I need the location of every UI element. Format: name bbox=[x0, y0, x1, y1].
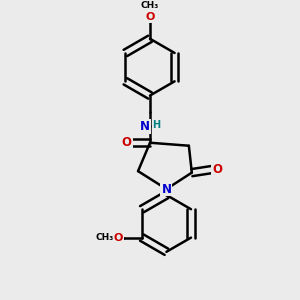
Text: N: N bbox=[161, 183, 171, 196]
Text: O: O bbox=[212, 163, 222, 176]
Text: H: H bbox=[152, 120, 160, 130]
Text: O: O bbox=[145, 12, 155, 22]
Text: N: N bbox=[140, 120, 150, 133]
Text: CH₃: CH₃ bbox=[95, 233, 114, 242]
Text: O: O bbox=[122, 136, 132, 149]
Text: CH₃: CH₃ bbox=[141, 2, 159, 10]
Text: O: O bbox=[113, 232, 123, 243]
